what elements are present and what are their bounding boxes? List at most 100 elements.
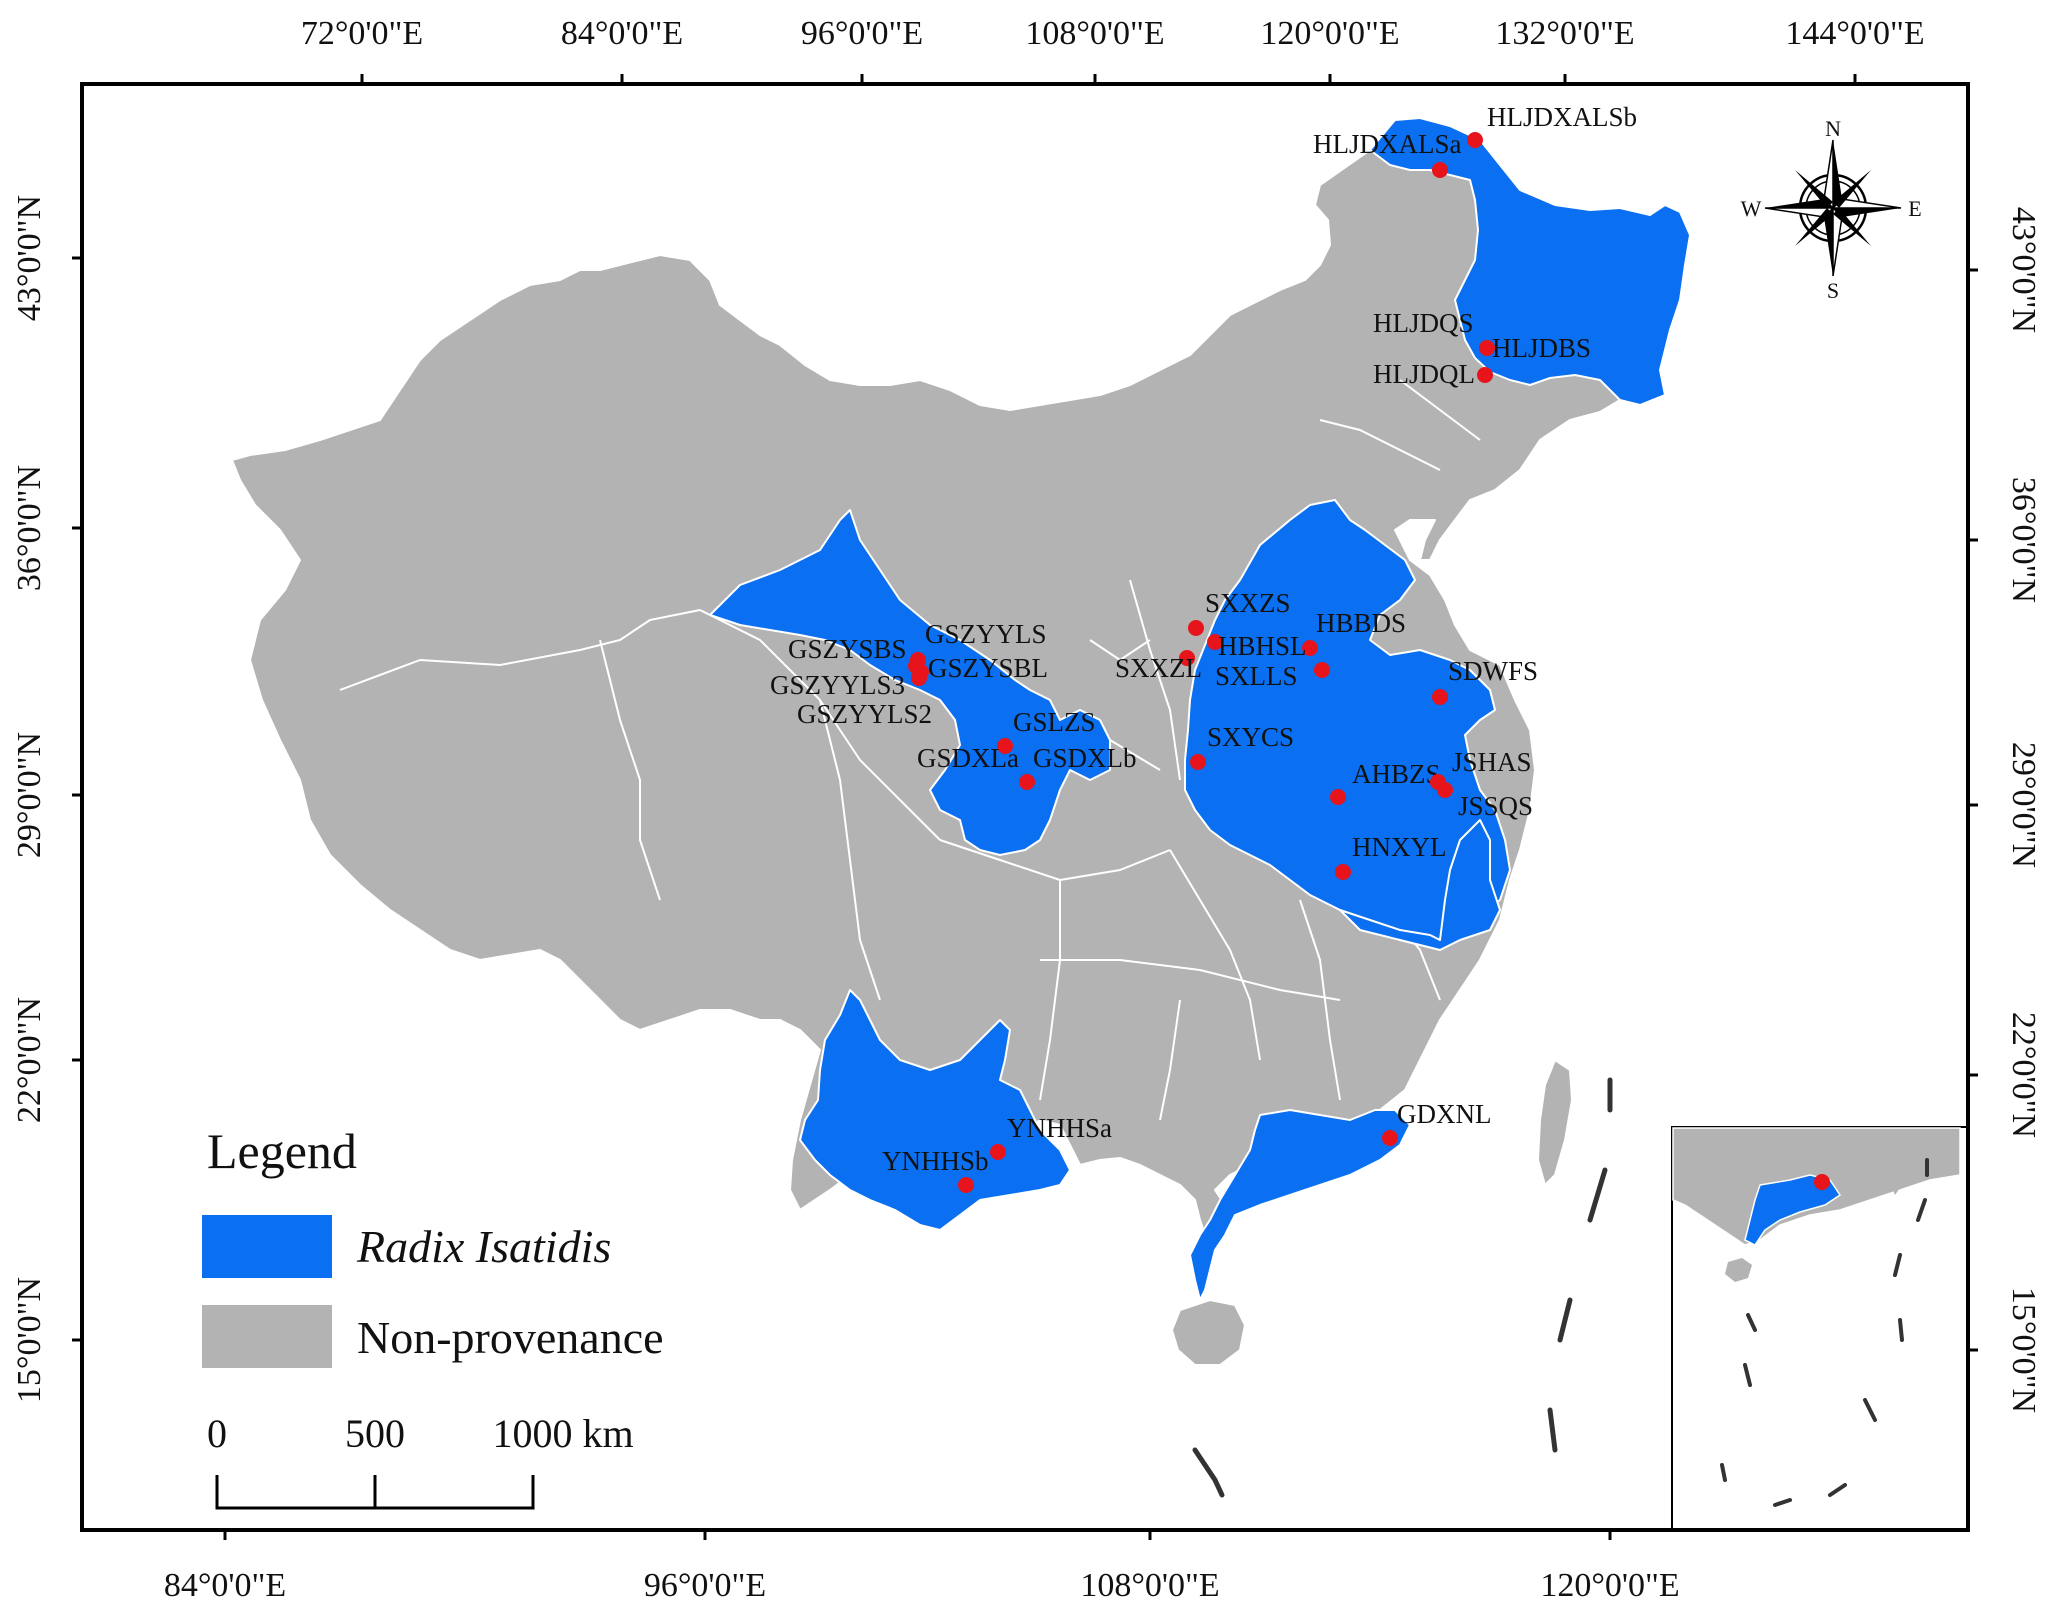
site-label: YNHHSa [1007, 1113, 1112, 1143]
site-AHBZS: AHBZS [1330, 759, 1441, 805]
site-label: GSDXLa [917, 743, 1019, 773]
nine-dash-line [1192, 1077, 1613, 1498]
grat-right-0: 43°0'0"N [2005, 207, 2042, 333]
inset-site-marker [1814, 1174, 1830, 1190]
site-label: HLJDBS [1492, 333, 1591, 363]
grat-top-5: 132°0'0"E [1495, 15, 1634, 52]
legend-swatch-non-provenance [202, 1305, 332, 1368]
grat-right-2: 29°0'0"N [2005, 742, 2042, 868]
grat-bottom-0: 84°0'0"E [164, 1567, 286, 1604]
site-YNHHSa: YNHHSa [990, 1113, 1112, 1160]
site-GSDXLb: GSDXLb [1033, 743, 1137, 773]
site-label: SXXZL [1115, 653, 1202, 683]
site-label: SXLLS [1215, 661, 1298, 691]
taiwan-island [1537, 1059, 1573, 1186]
site-label: GSZYYLS3 [770, 670, 905, 700]
grat-right-3: 22°0'0"N [2005, 1012, 2042, 1138]
graticule-right-labels: 43°0'0"N 36°0'0"N 29°0'0"N 22°0'0"N 15°0… [2005, 207, 2042, 1413]
grat-top-4: 120°0'0"E [1260, 15, 1399, 52]
site-GSZYYLS: GSZYYLS [910, 619, 1047, 668]
compass-e: E [1908, 196, 1921, 221]
grat-top-6: 144°0'0"E [1785, 15, 1924, 52]
site-label: GSLZS [1013, 707, 1096, 737]
inset-map [1671, 1126, 1969, 1531]
legend-label-provenance: Radix Isatidis [356, 1221, 611, 1272]
site-label: HLJDXALSa [1313, 129, 1462, 159]
grat-bottom-2: 108°0'0"E [1080, 1567, 1219, 1604]
region-guangdong [1189, 1109, 1411, 1301]
site-GSZYSBL: GSZYSBL [913, 653, 1048, 683]
grat-right-1: 36°0'0"N [2005, 477, 2042, 603]
site-HLJDXALSb: HLJDXALSb [1467, 102, 1637, 148]
site-HBHSL: HBHSL [1207, 631, 1307, 661]
compass-s: S [1827, 278, 1839, 303]
scale-label-0: 0 [207, 1411, 227, 1456]
site-label: GSZYYLS [925, 619, 1047, 649]
grat-left-4: 15°0'0"N [11, 1277, 48, 1403]
inset-dashes [1720, 1158, 1929, 1507]
site-GSDXLa: GSDXLa [917, 743, 1035, 790]
grat-left-3: 22°0'0"N [11, 997, 48, 1123]
site-label: HNXYL [1352, 832, 1447, 862]
grat-top-3: 108°0'0"E [1025, 15, 1164, 52]
region-anhui-jiangsu [1339, 819, 1501, 951]
site-GSZYYLS3: GSZYYLS3 [770, 670, 927, 700]
grat-right-4: 15°0'0"N [2005, 1287, 2042, 1413]
inset-taiwan [1890, 1160, 1905, 1195]
legend-label-non-provenance: Non-provenance [357, 1312, 664, 1363]
site-label: GDXNL [1397, 1099, 1492, 1129]
compass-w: W [1741, 196, 1762, 221]
site-SXLLS: SXLLS [1215, 661, 1330, 691]
site-label: HBBDS [1316, 608, 1406, 638]
site-SXYCS: SXYCS [1190, 722, 1294, 770]
inset-guangdong [1744, 1174, 1842, 1246]
site-label: GSZYSBL [928, 653, 1048, 683]
grat-top-0: 72°0'0"E [301, 15, 423, 52]
scale-bar: 0 500 1000 km [207, 1411, 634, 1510]
graticule-bottom-labels: 84°0'0"E 96°0'0"E 108°0'0"E 120°0'0"E [164, 1567, 1680, 1604]
scale-label-1000: 1000 km [492, 1411, 633, 1456]
grat-bottom-1: 96°0'0"E [644, 1567, 766, 1604]
site-HLJDBS: HLJDBS [1479, 333, 1591, 363]
site-SXXZL: SXXZL [1115, 650, 1202, 683]
site-label: GSZYSBS [788, 634, 907, 664]
site-label: HLJDXALSb [1487, 102, 1637, 132]
region-yunnan [799, 989, 1071, 1231]
site-HNXYL: HNXYL [1335, 832, 1447, 880]
scale-bar-line [215, 1475, 535, 1510]
site-HBBDS: HBBDS [1302, 608, 1406, 656]
site-label: HLJDQS [1373, 308, 1474, 338]
site-JSHAS: JSHAS [1430, 747, 1532, 790]
site-GSLZS: GSLZS [997, 707, 1096, 754]
site-label: JSSQS [1458, 791, 1533, 821]
legend-title: Legend [207, 1123, 357, 1179]
site-label: HBHSL [1218, 631, 1307, 661]
region-heilongjiang [1369, 117, 1691, 406]
inset-hainan [1725, 1258, 1752, 1282]
site-HLJDXALSa: HLJDXALSa [1313, 129, 1462, 178]
provenance-regions [709, 117, 1691, 1301]
site-GSZYSBS: GSZYSBS [788, 634, 924, 674]
sample-sites: HLJDXALSb HLJDXALSa HLJDQS HLJDBS HLJDQL… [770, 102, 1637, 1193]
site-YNHHSb: YNHHSb [882, 1146, 989, 1193]
legend-swatch-provenance [202, 1215, 332, 1278]
scale-label-500: 500 [345, 1411, 405, 1456]
site-HLJDQS: HLJDQS [1373, 308, 1474, 338]
site-label: SXYCS [1207, 722, 1294, 752]
site-label: SDWFS [1448, 656, 1538, 686]
legend: Legend Radix Isatidis Non-provenance [202, 1123, 664, 1368]
site-GDXNL: GDXNL [1382, 1099, 1492, 1146]
compass-n: N [1825, 116, 1841, 141]
site-label: HLJDQL [1373, 359, 1475, 389]
site-GSZYYLS2: GSZYYLS2 [797, 699, 932, 729]
grat-bottom-3: 120°0'0"E [1540, 1567, 1679, 1604]
site-HLJDQL: HLJDQL [1373, 359, 1493, 389]
map-frame [80, 82, 1970, 1532]
region-gansu [709, 509, 1111, 856]
site-SXXZS: SXXZS [1188, 588, 1291, 636]
site-label: GSDXLb [1033, 743, 1137, 773]
site-label: SXXZS [1205, 588, 1291, 618]
grat-top-2: 96°0'0"E [801, 15, 923, 52]
site-SDWFS: SDWFS [1432, 656, 1538, 705]
